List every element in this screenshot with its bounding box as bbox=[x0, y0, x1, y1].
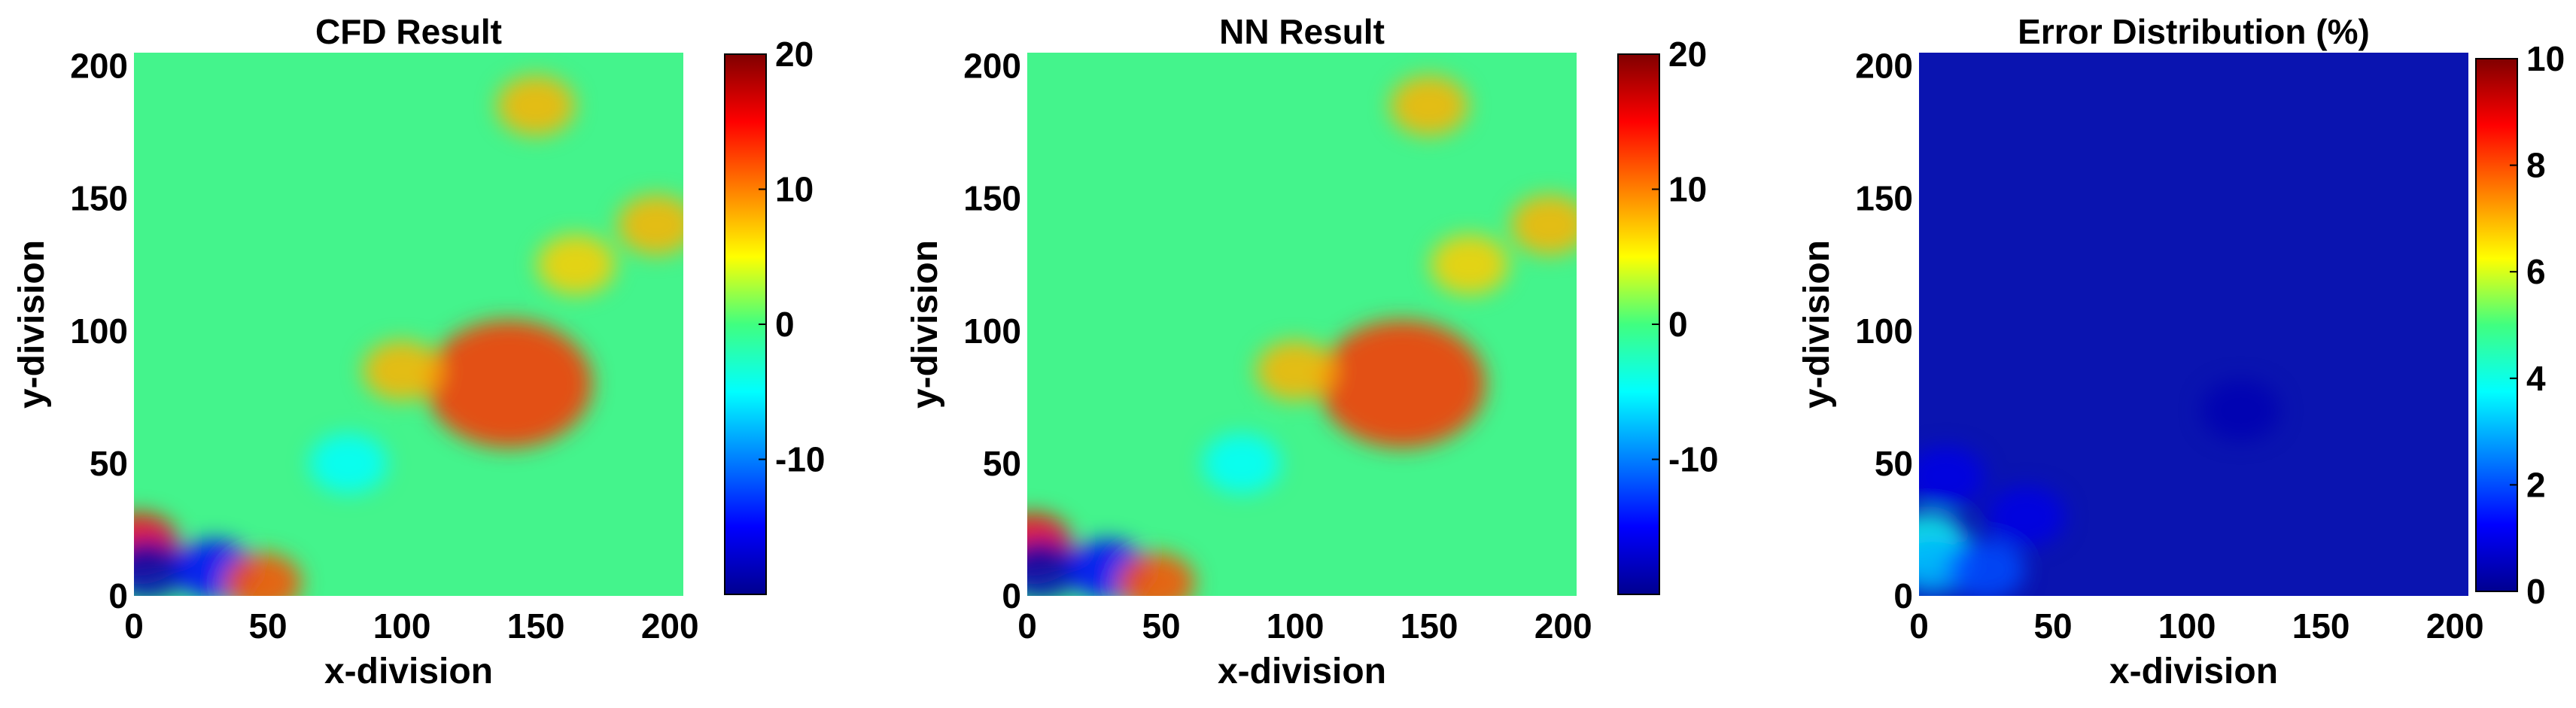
x-tick-label: 150 bbox=[2292, 606, 2350, 646]
y-tick-label: 100 bbox=[963, 311, 1021, 351]
x-axis-label: x-division bbox=[2109, 652, 2278, 691]
colorbar-tick-label: 10 bbox=[1668, 170, 1707, 209]
field-feature bbox=[2201, 380, 2280, 441]
field-feature bbox=[1510, 194, 1577, 255]
colorbar-tick-label: 10 bbox=[775, 170, 814, 209]
y-tick-label: 200 bbox=[1855, 47, 1913, 86]
field-feature bbox=[1919, 446, 1985, 507]
x-tick-label: 100 bbox=[1267, 606, 1324, 646]
field-feature bbox=[1987, 486, 2066, 547]
x-tick-label: 200 bbox=[641, 606, 699, 646]
x-tick-label: 50 bbox=[1142, 606, 1180, 646]
colorbar-tick-label: 0 bbox=[2526, 572, 2546, 611]
colorbar-tick-label: 6 bbox=[2526, 252, 2546, 291]
y-tick-label: 100 bbox=[70, 311, 128, 351]
y-tick-label: 50 bbox=[1875, 444, 1913, 483]
chart-title: CFD Result bbox=[315, 12, 502, 51]
colorbar-tick-label: 2 bbox=[2526, 465, 2546, 504]
colorbar-tick-label: 0 bbox=[775, 305, 795, 344]
x-tick-label: 150 bbox=[507, 606, 565, 646]
field-feature bbox=[537, 234, 616, 295]
field-feature bbox=[1256, 340, 1335, 401]
x-tick-label: 0 bbox=[124, 606, 144, 646]
y-tick-label: 50 bbox=[983, 444, 1021, 483]
field-feature bbox=[1116, 552, 1195, 596]
x-tick-label: 200 bbox=[2426, 606, 2484, 646]
y-tick-label: 0 bbox=[1893, 576, 1913, 615]
heatmap-area bbox=[134, 53, 683, 596]
field-feature bbox=[363, 340, 442, 401]
x-tick-label: 200 bbox=[1534, 606, 1592, 646]
y-tick-label: 150 bbox=[1855, 179, 1913, 218]
field-feature bbox=[1202, 433, 1281, 494]
colorbar-tick-label: 4 bbox=[2526, 359, 2546, 398]
y-tick-label: 50 bbox=[90, 444, 128, 483]
x-tick-label: 50 bbox=[248, 606, 287, 646]
field-feature bbox=[134, 539, 187, 596]
field-feature bbox=[617, 194, 683, 255]
colorbar-tick-label: 20 bbox=[1668, 35, 1707, 74]
y-tick-label: 150 bbox=[963, 179, 1021, 218]
y-axis-label: y-division bbox=[12, 240, 52, 409]
field-feature bbox=[1027, 539, 1080, 596]
field-feature bbox=[1390, 75, 1469, 136]
y-tick-label: 0 bbox=[108, 576, 128, 615]
x-tick-label: 150 bbox=[1401, 606, 1458, 646]
y-tick-label: 200 bbox=[70, 47, 128, 86]
y-tick-label: 0 bbox=[1002, 576, 1021, 615]
chart-title: Error Distribution (%) bbox=[2018, 12, 2370, 51]
x-tick-label: 0 bbox=[1909, 606, 1929, 646]
colorbar-tick-label: 0 bbox=[1668, 305, 1688, 344]
field-feature bbox=[309, 433, 388, 494]
y-axis-label: y-division bbox=[905, 240, 945, 409]
field-feature bbox=[1947, 539, 2026, 596]
field-feature bbox=[1430, 234, 1509, 295]
field-feature bbox=[426, 320, 593, 448]
y-axis-label: y-division bbox=[1797, 240, 1837, 409]
y-tick-label: 100 bbox=[1855, 311, 1913, 351]
x-tick-label: 100 bbox=[2158, 606, 2216, 646]
colorbar-tick-label: 8 bbox=[2526, 146, 2546, 185]
y-tick-label: 200 bbox=[963, 47, 1021, 86]
field-feature bbox=[1319, 320, 1486, 448]
field-feature bbox=[223, 552, 302, 596]
x-tick-label: 0 bbox=[1017, 606, 1037, 646]
colorbar-tick-label: 20 bbox=[775, 35, 814, 74]
x-tick-label: 100 bbox=[373, 606, 431, 646]
x-axis-label: x-division bbox=[1218, 652, 1386, 691]
chart-title: NN Result bbox=[1219, 12, 1385, 51]
y-tick-label: 150 bbox=[70, 179, 128, 218]
colorbar-tick-label: -10 bbox=[775, 440, 825, 479]
colorbar-tick-label: 10 bbox=[2526, 39, 2565, 78]
x-axis-label: x-division bbox=[324, 652, 493, 691]
colorbar-tick-label: -10 bbox=[1668, 440, 1718, 479]
heatmap-area bbox=[1027, 53, 1577, 596]
chart-panel-3: Error Distribution (%)0 50 100 150 200050100… bbox=[1797, 12, 2565, 691]
x-tick-label: 50 bbox=[2033, 606, 2072, 646]
field-feature bbox=[497, 75, 576, 136]
colorbar bbox=[2475, 58, 2518, 592]
